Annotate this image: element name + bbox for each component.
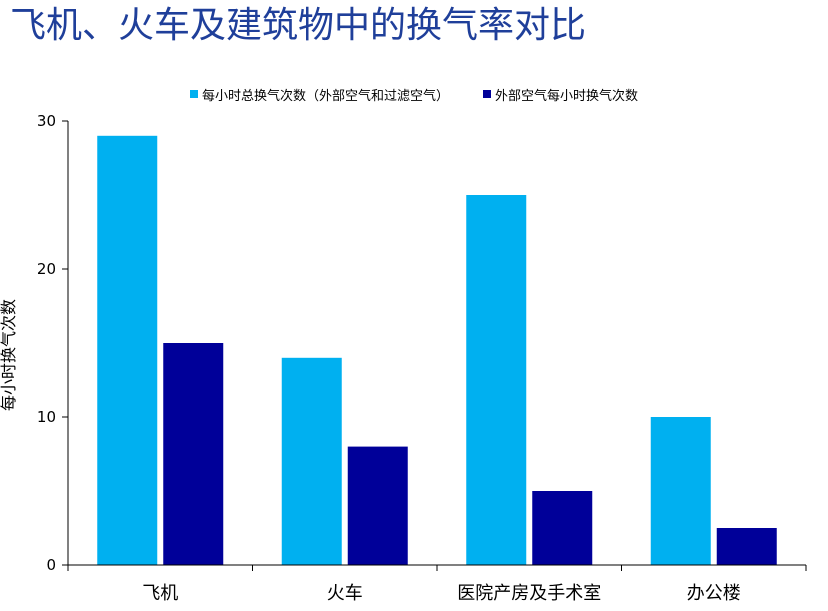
bar-outside-1	[347, 446, 408, 565]
y-tick-label: 0	[46, 556, 56, 574]
x-tick-label: 医院产房及手术室	[457, 583, 601, 604]
bar-outside-2	[532, 491, 593, 565]
bar-outside-3	[716, 528, 777, 565]
x-tick-label: 飞机	[142, 583, 178, 604]
legend-label-outside: 外部空气每小时换气次数	[495, 88, 639, 104]
y-axis-label: 每小时换气次数	[0, 299, 18, 411]
bar-total-0	[97, 135, 158, 566]
bar-outside-0	[163, 343, 224, 565]
legend-item-outside: 外部空气每小时换气次数	[483, 85, 638, 104]
x-tick-label: 火车	[327, 583, 363, 604]
y-tick-label: 20	[37, 260, 56, 278]
y-tick-label: 30	[37, 112, 56, 130]
bar-total-2	[466, 195, 527, 565]
bar-total-1	[281, 357, 342, 565]
legend-label-total: 每小时总换气次数（外部空气和过滤空气）	[202, 88, 450, 104]
legend-swatch-total	[190, 90, 198, 98]
y-ticks-group: 0 10 20 30	[37, 112, 68, 574]
x-tick-label: 办公楼	[687, 583, 741, 604]
y-tick-label: 10	[37, 408, 56, 426]
bar-total-3	[650, 417, 711, 565]
legend: 每小时总换气次数（外部空气和过滤空气） 外部空气每小时换气次数	[190, 84, 672, 104]
chart-title: 飞机、火车及建筑物中的换气率对比	[10, 5, 587, 46]
x-ticks-group: 飞机 火车 医院产房及手术室 办公楼	[67, 565, 807, 604]
legend-item-total: 每小时总换气次数（外部空气和过滤空气）	[190, 85, 449, 104]
legend-swatch-outside	[483, 90, 492, 98]
bars-group	[97, 135, 777, 566]
